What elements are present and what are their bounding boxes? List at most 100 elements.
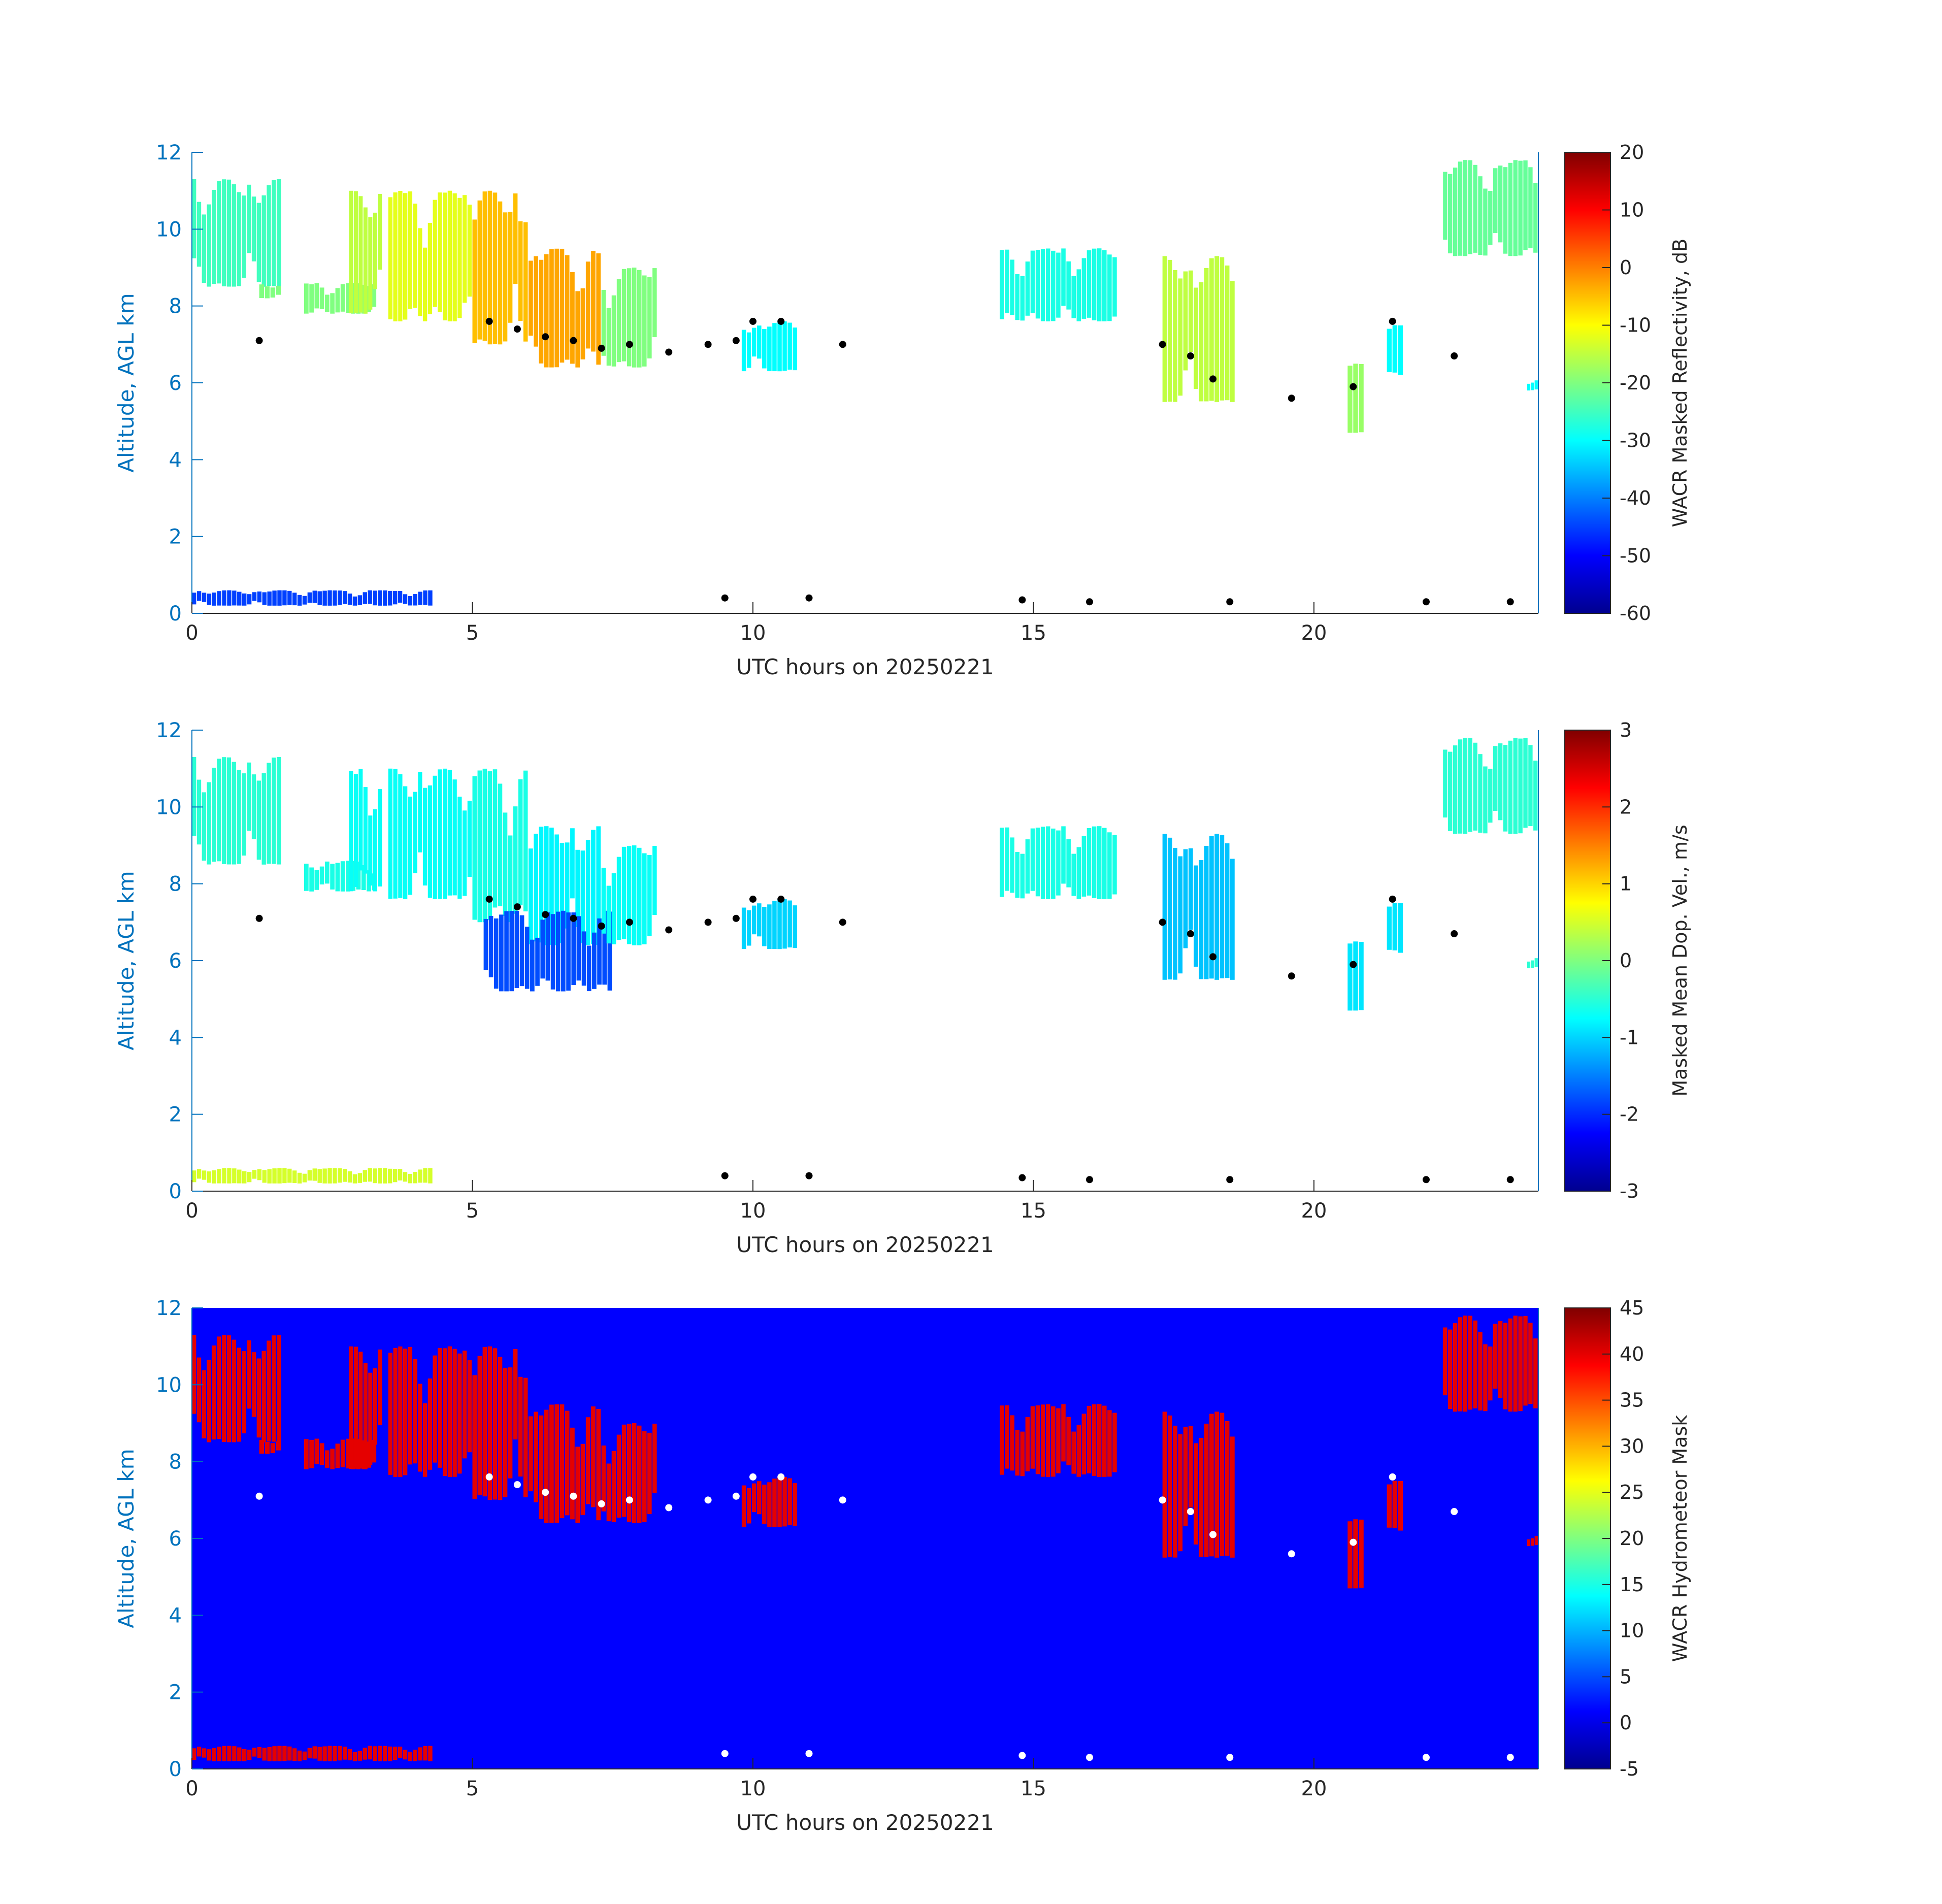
echo-streak	[292, 1170, 297, 1184]
echo-streak	[212, 593, 217, 606]
cloud-base-marker	[749, 317, 756, 325]
echo-streak	[393, 1348, 398, 1477]
echo-streak	[565, 1410, 570, 1516]
echo-streak	[252, 592, 257, 601]
echo-streak	[503, 812, 508, 916]
panel-1: 0 5 10 15 20 0 2 4 6 8 10 12 UTC hours on 20250221 Al…	[114, 141, 1691, 679]
x-tick-label: 10	[740, 621, 766, 645]
echo-streak	[373, 590, 377, 606]
echo-streak	[1051, 1406, 1056, 1477]
echo-streak	[378, 1746, 382, 1761]
echo-streak	[1061, 248, 1066, 306]
echo-streak	[347, 1749, 352, 1761]
echo-streak	[1225, 1421, 1230, 1556]
colorbar-tick-label: 1	[1620, 873, 1632, 895]
echo-streak	[330, 864, 335, 890]
echo-streak	[227, 1168, 232, 1184]
echo-streak	[217, 1747, 221, 1761]
echo-streak	[373, 1746, 377, 1761]
echo-streak	[627, 846, 632, 944]
echo-streak	[597, 918, 602, 985]
cloud-base-marker	[1288, 1550, 1295, 1558]
echo-streak	[207, 594, 212, 605]
echo-streak	[427, 1378, 433, 1470]
echo-streak	[207, 204, 211, 287]
colorbar-tick-label: -30	[1620, 430, 1651, 452]
echo-streak	[1523, 1316, 1528, 1406]
echo-streak	[1533, 761, 1538, 831]
echo-streak	[247, 1340, 251, 1409]
echo-streak	[237, 1348, 241, 1442]
echo-streak	[309, 284, 314, 313]
echo-streak	[217, 759, 221, 862]
echo-streak	[1498, 166, 1503, 243]
echo-streak	[571, 912, 576, 985]
echo-streak	[1488, 191, 1493, 245]
echo-streak	[1498, 1321, 1503, 1398]
echo-streak	[368, 1372, 373, 1465]
cloud-base-marker	[1506, 1754, 1514, 1761]
echo-streak	[1458, 161, 1463, 256]
echo-streak	[1092, 1404, 1097, 1476]
echo-streak	[282, 1746, 287, 1761]
echo-streak	[1353, 1519, 1358, 1589]
echo-streak	[1000, 828, 1004, 897]
echo-streak	[242, 1171, 247, 1184]
echo-streak	[287, 1746, 292, 1761]
echo-streak	[196, 779, 202, 845]
echo-streak	[433, 775, 437, 899]
echo-streak	[202, 593, 207, 602]
echo-streak	[1533, 183, 1538, 253]
cloud-base-marker	[704, 918, 712, 926]
echo-streak	[539, 1415, 544, 1519]
echo-streak	[616, 1434, 621, 1518]
cloud-base-marker	[1389, 895, 1396, 903]
echo-streak	[1513, 1316, 1518, 1412]
cloud-base-markers	[255, 317, 1514, 606]
echo-streak	[346, 861, 350, 892]
echo-streak	[463, 1351, 467, 1459]
x-tick-label: 5	[466, 1777, 479, 1800]
echo-streak	[529, 848, 533, 944]
echo-streak	[319, 1443, 324, 1465]
echo-streak	[1173, 847, 1177, 980]
echo-streak	[428, 1746, 433, 1761]
echo-streak	[383, 590, 387, 606]
echo-streak	[1046, 248, 1050, 321]
colorbar-label: WACR Masked Reflectivity, dB	[1669, 239, 1691, 527]
x-axis-label: UTC hours on 20250221	[736, 1810, 994, 1835]
echo-streak	[282, 590, 287, 606]
echo-streak	[1046, 1404, 1050, 1477]
echo-streak	[267, 1340, 271, 1442]
echo-streak	[196, 202, 202, 267]
y-tick-label: 6	[169, 372, 182, 395]
echo-streak	[1483, 766, 1488, 834]
echo-streak	[307, 592, 312, 603]
echo-streak	[196, 1169, 202, 1179]
echo-streak	[232, 184, 236, 287]
y-tick-label: 6	[169, 1527, 182, 1551]
echo-streak	[1533, 1338, 1538, 1408]
echo-streak	[408, 596, 413, 606]
echo-streak	[539, 259, 544, 364]
cloud-base-marker	[542, 911, 549, 918]
cloud-base-marker	[1226, 1754, 1234, 1761]
echo-streak	[212, 190, 216, 284]
echo-streak	[757, 903, 762, 937]
echo-streak	[544, 826, 549, 945]
echo-streak	[550, 914, 555, 990]
echo-streak	[1359, 1519, 1364, 1588]
colorbar-tick-label: 45	[1620, 1297, 1644, 1319]
echo-streak	[413, 1750, 417, 1761]
echo-streak	[358, 769, 363, 871]
echo-streak	[1066, 839, 1071, 888]
x-tick-label: 15	[1021, 1199, 1046, 1223]
echo-streak	[477, 1356, 482, 1495]
cloud-base-marker	[626, 341, 633, 348]
echo-streak	[1183, 271, 1188, 371]
echo-streak	[217, 181, 221, 284]
y-tick-label: 12	[156, 141, 182, 165]
echo-streak	[601, 868, 606, 934]
echo-streak	[202, 1748, 207, 1758]
